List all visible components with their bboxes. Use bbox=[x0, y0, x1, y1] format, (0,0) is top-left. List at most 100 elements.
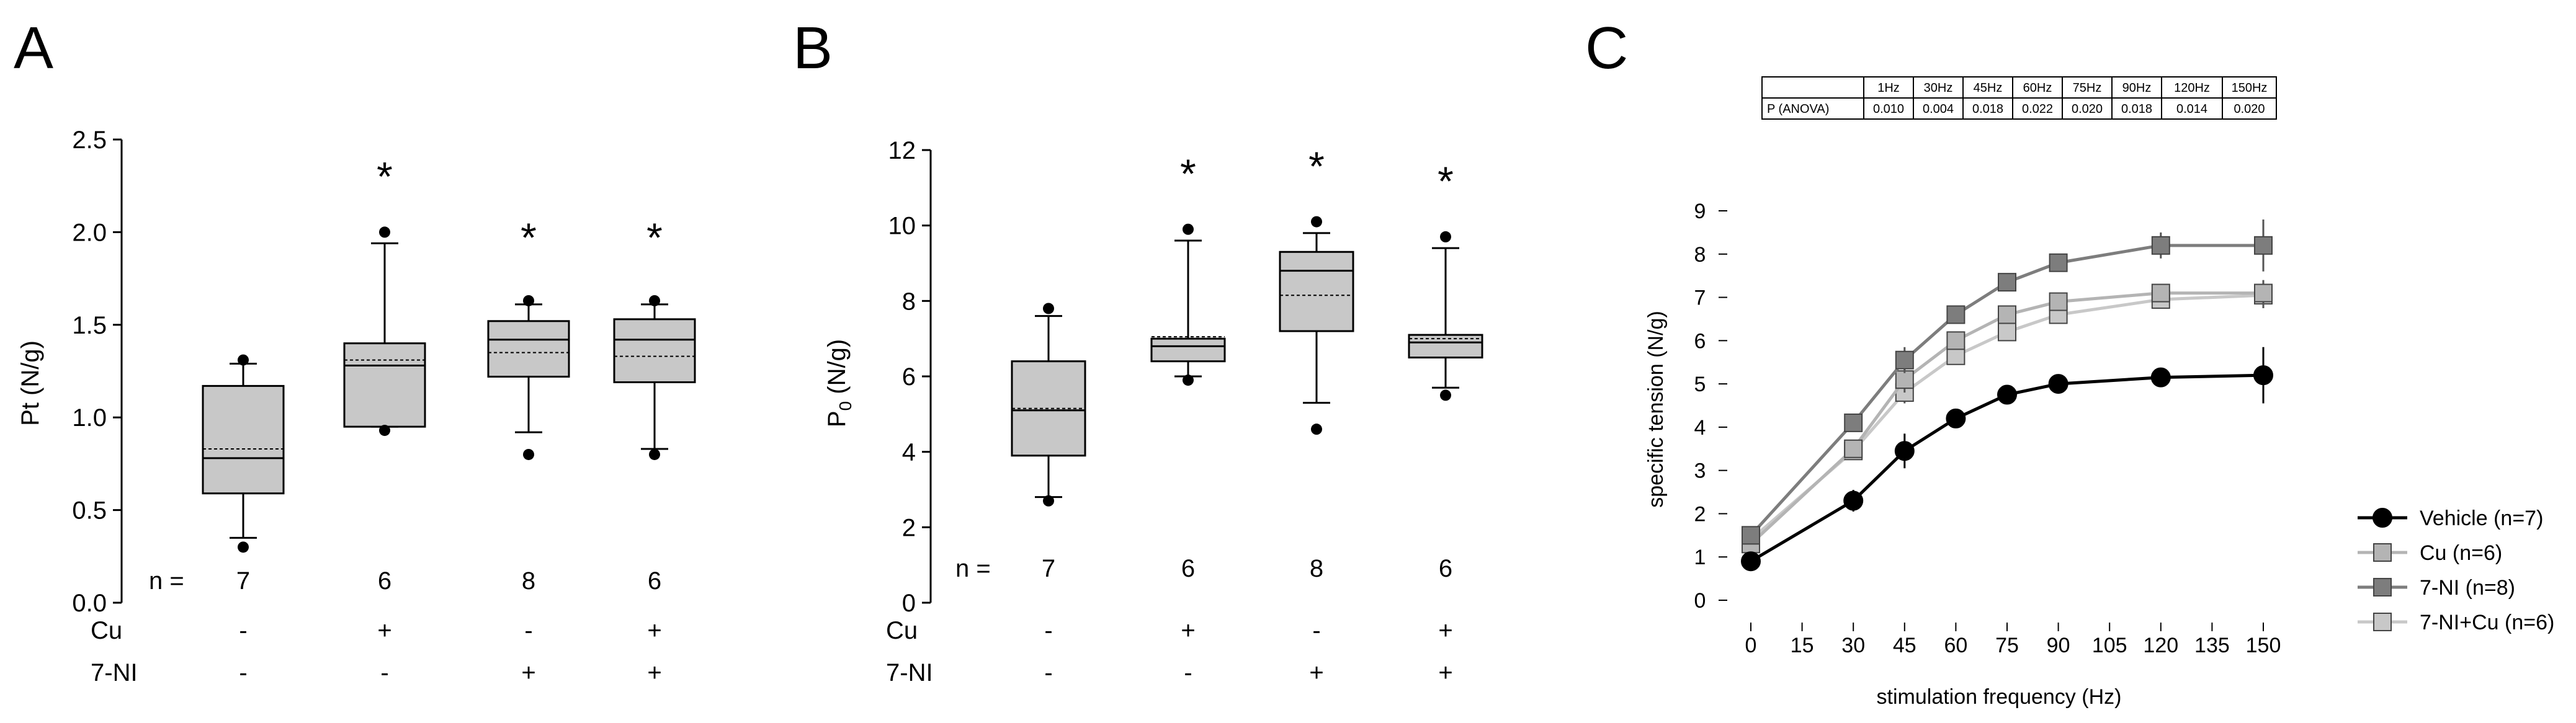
legend-marker bbox=[2373, 613, 2392, 631]
panel-b-ylabel-main: P bbox=[823, 410, 851, 427]
x-tick-label: 0 bbox=[1745, 634, 1757, 657]
condition-sign: - bbox=[1184, 659, 1192, 686]
legend-marker bbox=[2373, 508, 2392, 528]
data-point bbox=[2048, 374, 2068, 394]
significance-star: * bbox=[1438, 158, 1454, 204]
table-header-cell: 1Hz bbox=[1877, 81, 1900, 95]
condition-sign: + bbox=[377, 617, 391, 644]
box bbox=[1150, 337, 1226, 363]
condition-sign: - bbox=[239, 659, 247, 686]
panel-c-letter: C bbox=[1585, 15, 1628, 81]
panel-b-ylabel: P0 (N/g) bbox=[823, 339, 855, 427]
y-tick-label: 10 bbox=[888, 213, 916, 240]
data-point bbox=[1998, 322, 2016, 342]
legend-marker bbox=[2373, 543, 2392, 562]
n-value: 6 bbox=[1439, 555, 1452, 582]
data-point bbox=[2150, 367, 2171, 388]
x-tick-label: 45 bbox=[1893, 634, 1916, 657]
panel-a-plot: 0.0 0.5 1.0 1.5 2.0 2.5 7 - - * 6 + - * 8 - + * 6 + + bbox=[72, 126, 696, 686]
x-tick-label: 105 bbox=[2092, 634, 2127, 657]
y-tick-label: 2.5 bbox=[72, 126, 107, 154]
outlier-point bbox=[1043, 303, 1054, 314]
table-value-cell: 0.010 bbox=[1873, 102, 1904, 116]
y-tick-label: 4 bbox=[1694, 416, 1706, 440]
condition-sign: - bbox=[1312, 617, 1320, 644]
table-row-label: P (ANOVA) bbox=[1767, 102, 1829, 116]
legend-label: Vehicle (n=7) bbox=[2420, 507, 2543, 530]
data-point bbox=[1742, 526, 1760, 545]
condition-sign: + bbox=[647, 617, 661, 644]
condition-sign: - bbox=[1044, 659, 1052, 686]
outlier-point bbox=[238, 541, 249, 553]
data-point bbox=[1844, 439, 1863, 458]
data-point bbox=[2049, 292, 2068, 311]
table-header-cell: 45Hz bbox=[1974, 81, 2003, 95]
table-value-cell: 0.018 bbox=[2121, 102, 2152, 116]
data-point bbox=[1946, 408, 1966, 428]
y-tick-label: 9 bbox=[1694, 200, 1706, 223]
panel-c-legend: Vehicle (n=7) Cu (n=6) 7-NI (n=8) 7-NI+Cu (… bbox=[2358, 507, 2554, 634]
y-tick-label: 1.5 bbox=[72, 312, 107, 339]
significance-star: * bbox=[521, 215, 537, 260]
n-value: 8 bbox=[1310, 555, 1323, 582]
x-tick-label: 15 bbox=[1791, 634, 1814, 657]
panel-c-xlabel: stimulation frequency (Hz) bbox=[1877, 685, 2122, 709]
data-point bbox=[2253, 365, 2273, 386]
y-tick-label: 7 bbox=[1694, 286, 1706, 310]
condition-sign: + bbox=[1438, 617, 1452, 644]
x-tick-label: 30 bbox=[1841, 634, 1865, 657]
table-value-cell: 0.020 bbox=[2234, 102, 2265, 116]
outlier-point bbox=[1440, 231, 1451, 242]
legend-label: Cu (n=6) bbox=[2420, 541, 2502, 565]
y-tick-label: 3 bbox=[1694, 459, 1706, 483]
condition-sign: - bbox=[1044, 617, 1052, 644]
y-tick-label: 0 bbox=[1694, 589, 1706, 613]
table-value-cell: 0.020 bbox=[2072, 102, 2103, 116]
table-value-cell: 0.014 bbox=[2176, 102, 2207, 116]
x-tick-label: 120 bbox=[2143, 634, 2178, 657]
panel-a-letter: A bbox=[14, 15, 53, 81]
y-tick-label: 2.0 bbox=[72, 219, 107, 246]
outlier-point bbox=[523, 448, 534, 460]
condition-sign: + bbox=[1309, 659, 1323, 686]
box bbox=[613, 318, 696, 383]
y-tick-label: 6 bbox=[902, 363, 916, 391]
box bbox=[202, 384, 285, 495]
y-tick-label: 0 bbox=[902, 590, 916, 617]
data-point bbox=[1946, 331, 1966, 350]
x-tick-label: 150 bbox=[2246, 634, 2281, 657]
significance-star: * bbox=[377, 153, 393, 199]
data-point bbox=[1946, 305, 1966, 324]
series-line bbox=[1750, 244, 2263, 537]
x-tick-label: 135 bbox=[2194, 634, 2230, 657]
significance-star: * bbox=[646, 215, 663, 260]
panel-b-letter: B bbox=[793, 15, 833, 81]
y-tick-label: 6 bbox=[1694, 329, 1706, 353]
panel-a-ylabel: Pt (N/g) bbox=[17, 340, 44, 426]
legend-marker bbox=[2373, 578, 2392, 597]
table-value-cell: 0.004 bbox=[1923, 102, 1954, 116]
n-value: 6 bbox=[378, 567, 391, 595]
outlier-point bbox=[238, 354, 249, 366]
condition-sign: - bbox=[524, 617, 532, 644]
data-point bbox=[2049, 253, 2068, 272]
outlier-point bbox=[1043, 495, 1054, 507]
outlier-point bbox=[1311, 216, 1322, 228]
outlier-point bbox=[1311, 424, 1322, 435]
y-tick-label: 12 bbox=[888, 137, 916, 164]
condition-sign: + bbox=[521, 659, 535, 686]
outlier-point bbox=[1440, 389, 1451, 401]
legend-label: 7-NI+Cu (n=6) bbox=[2420, 611, 2554, 634]
data-point bbox=[1998, 305, 2016, 324]
condition-sign: + bbox=[1438, 659, 1452, 686]
box bbox=[487, 320, 570, 378]
x-tick-label: 90 bbox=[2047, 634, 2070, 657]
series-line bbox=[1750, 291, 2263, 546]
panel-c-ylabel: specific tension (N/g) bbox=[1644, 311, 1668, 507]
panel-b-row-label-cu: Cu bbox=[886, 617, 918, 644]
panel-b-row-label-7ni: 7-NI bbox=[886, 659, 933, 686]
data-point bbox=[1895, 350, 1914, 370]
data-point bbox=[2254, 236, 2273, 255]
